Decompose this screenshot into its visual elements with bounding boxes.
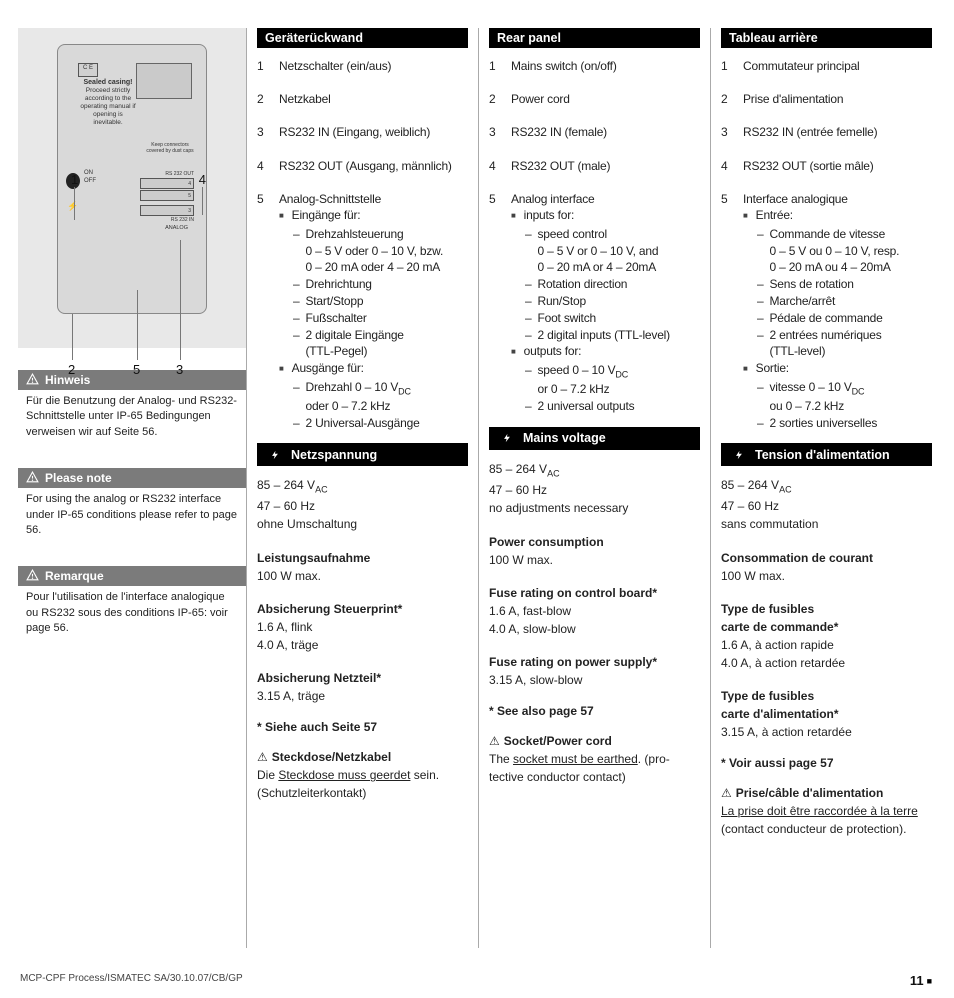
page-footer: MCP-CPF Process/ISMATEC SA/30.10.07/CB/G… [20, 973, 932, 988]
lang-column: Rear panel1Mains switch (on/off)2Power c… [478, 28, 710, 948]
page-body: C E Sealed casing!Proceed strictly accor… [18, 28, 932, 948]
voltage-heading: Tension d'alimentation [721, 443, 932, 466]
bolt-icon [497, 430, 516, 447]
note-box: Please noteFor using the analog or RS232… [18, 468, 246, 546]
callout-3: 3 [176, 362, 183, 377]
voltage-heading: Mains voltage [489, 427, 700, 450]
callout-5: 5 [133, 362, 140, 377]
bolt-icon [729, 446, 748, 463]
section-heading: Geräterückwand [257, 28, 468, 48]
lang-column: Geräterückwand1Netzschalter (ein/aus)2Ne… [246, 28, 478, 948]
section-heading: Tableau arrière [721, 28, 932, 48]
note-boxes: HinweisFür die Benutzung der Analog- und… [18, 370, 246, 645]
section-heading: Rear panel [489, 28, 700, 48]
callout-2: 2 [68, 362, 75, 377]
page-number: 11 [910, 973, 932, 988]
device-diagram: C E Sealed casing!Proceed strictly accor… [18, 28, 246, 348]
callout-4: 4 [199, 172, 206, 187]
sidebar: C E Sealed casing!Proceed strictly accor… [18, 28, 246, 948]
note-box: HinweisFür die Benutzung der Analog- und… [18, 370, 246, 448]
callout-1: 1 [71, 172, 78, 187]
lang-column: Tableau arrière1Commutateur principal2Pr… [710, 28, 932, 948]
voltage-heading: Netzspannung [257, 443, 468, 466]
bolt-icon [265, 446, 284, 463]
columns: Geräterückwand1Netzschalter (ein/aus)2Ne… [246, 28, 932, 948]
doc-ref: MCP-CPF Process/ISMATEC SA/30.10.07/CB/G… [20, 973, 243, 988]
note-box: RemarquePour l'utilisation de l'interfac… [18, 566, 246, 644]
